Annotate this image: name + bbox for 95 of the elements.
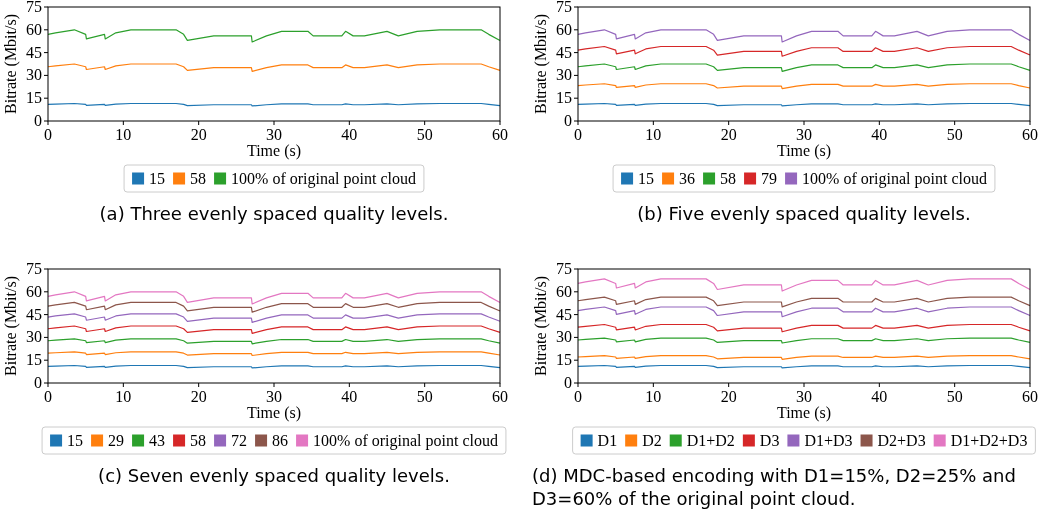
legend-label: 29 [108,431,125,449]
x-tick-label: 50 [416,126,433,143]
y-tick-label: 60 [26,20,42,38]
y-axis-title: Bitrate (Mbit/s) [532,14,550,114]
line-series [577,296,1031,308]
legend-label: D2+D3 [877,431,926,449]
line-series [577,63,1031,72]
y-tick-label: 30 [26,328,42,346]
x-axis-title: Time (s) [246,142,302,160]
legend-label: 58 [190,431,207,449]
y-tick-label: 45 [556,43,572,61]
y-tick-label: 0 [564,112,572,129]
x-tick-label: 10 [115,126,132,143]
line-series [47,325,501,334]
y-tick-label: 75 [26,260,42,277]
line-series [47,313,501,323]
legend-label: D1+D3 [804,431,853,449]
line-series [577,323,1031,333]
y-axis-title: Bitrate (Mbit/s) [2,14,20,114]
x-axis-title: Time (s) [776,404,832,422]
legend-label: 86 [272,431,289,449]
x-tick-label: 60 [1022,126,1038,143]
x-tick-label: 30 [266,388,282,405]
y-tick-label: 75 [556,260,572,277]
y-tick-label: 60 [556,282,572,300]
x-tick-label: 40 [871,126,888,143]
x-tick-label: 60 [1022,388,1038,405]
x-tick-label: 30 [266,126,282,143]
legend-label: 15 [67,431,84,449]
y-tick-label: 30 [556,66,572,84]
x-tick-label: 20 [720,388,737,405]
y-tick-label: 0 [34,374,42,391]
x-tick-label: 50 [946,126,963,143]
y-axis-title: Bitrate (Mbit/s) [532,276,550,376]
x-tick-label: 20 [190,388,207,405]
y-tick-label: 15 [26,351,42,369]
line-series [47,301,501,313]
y-tick-label: 75 [26,0,42,15]
x-tick-label: 10 [645,126,662,143]
legend-label: D1 [597,431,618,449]
legend-label: D1+D2 [686,431,735,449]
legend-label: 58 [190,169,207,187]
legend-label: 15 [149,169,166,187]
line-series [47,29,501,43]
x-tick-label: 50 [416,388,433,405]
legend-label: D2 [642,431,662,449]
legend-label: 15 [638,169,655,187]
x-axis-title: Time (s) [246,404,302,422]
x-tick-label: 60 [492,126,508,143]
x-tick-label: 60 [492,388,508,405]
text: (d) MDC-based encoding with D1=15%, D2=25% and D3=60% of the original point cloud. [532,465,1016,509]
y-tick-label: 0 [564,374,572,391]
y-tick-label: 15 [556,351,572,369]
x-tick-label: 10 [645,388,662,405]
text: (b) Five evenly spaced quality levels. [637,203,971,224]
y-tick-label: 0 [34,112,42,129]
y-tick-label: 15 [26,89,42,107]
x-tick-label: 40 [871,388,888,405]
x-tick-label: 30 [796,388,812,405]
x-tick-label: 20 [720,126,737,143]
x-axis-title: Time (s) [776,142,832,160]
y-tick-label: 75 [556,0,572,15]
line-series [577,29,1031,43]
x-tick-label: 30 [796,126,812,143]
line-series [577,306,1031,318]
y-tick-label: 30 [26,66,42,84]
legend-label: 100% of original point cloud [802,169,987,188]
text: (c) Seven evenly spaced quality levels. [98,465,450,486]
y-tick-label: 30 [556,328,572,346]
y-tick-label: 45 [556,305,572,323]
x-tick-label: 20 [190,126,207,143]
legend-label: D1+D2+D3 [950,431,1028,449]
y-axis-title: Bitrate (Mbit/s) [2,276,20,376]
line-series [47,63,501,72]
legend-label: 79 [761,169,778,187]
x-tick-label: 10 [115,388,132,405]
y-tick-label: 60 [556,20,572,38]
line-series [47,291,501,305]
legend-label: 43 [149,431,166,449]
legend-label: 36 [679,169,696,187]
legend-label: D3 [759,431,780,449]
x-tick-label: 40 [341,388,358,405]
line-series [577,45,1031,57]
legend-label: 100% of original point cloud [313,431,498,450]
y-tick-label: 45 [26,43,42,61]
y-tick-label: 15 [556,89,572,107]
line-series [577,278,1031,292]
x-tick-label: 50 [946,388,963,405]
legend-label: 100% of original point cloud [231,169,416,188]
y-tick-label: 60 [26,282,42,300]
text: (a) Three evenly spaced quality levels. [99,203,449,224]
legend-label: 58 [720,169,737,187]
x-tick-label: 40 [341,126,358,143]
y-tick-label: 45 [26,305,42,323]
legend-label: 72 [231,431,248,449]
